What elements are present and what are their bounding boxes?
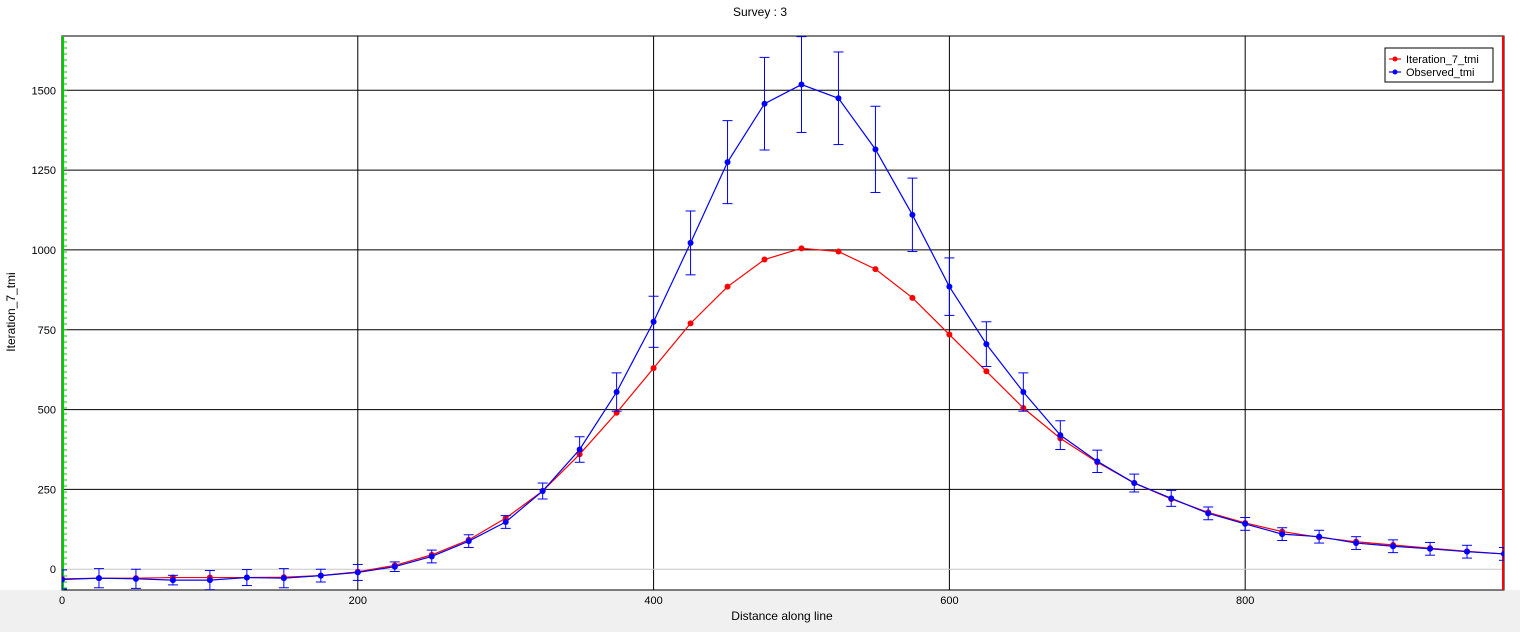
x-tick-label: 200 — [349, 595, 367, 607]
series-layer — [62, 36, 1504, 590]
data-point — [1131, 480, 1138, 487]
data-point — [650, 365, 657, 372]
data-point — [724, 159, 731, 166]
data-point — [1279, 531, 1286, 538]
data-point — [835, 248, 842, 255]
data-point — [465, 538, 472, 545]
x-axis-band — [0, 590, 1520, 632]
data-point — [317, 572, 324, 579]
legend-swatch-marker — [1392, 56, 1398, 62]
x-tick-label: 0 — [59, 595, 65, 607]
legend-swatch-marker — [1392, 69, 1398, 75]
x-tick-label: 800 — [1236, 595, 1254, 607]
series-line — [62, 83, 1504, 581]
data-point — [798, 245, 805, 252]
data-point — [206, 577, 213, 584]
data-point — [946, 283, 953, 290]
y-tick-label: 750 — [38, 325, 56, 337]
y-axis-label: Iteration_7_tmi — [4, 272, 18, 351]
tick-labels: 0 200 400 600 800 0 250 500 750 1000 1250 1500 — [32, 85, 1255, 607]
data-point — [946, 331, 953, 338]
data-point — [1242, 520, 1249, 527]
data-point — [280, 575, 287, 582]
data-point — [872, 146, 879, 153]
data-point — [1057, 432, 1064, 439]
chart-title: Survey : 3 — [733, 5, 787, 19]
data-point — [835, 95, 842, 102]
data-point — [502, 518, 509, 525]
y-tick-label: 1000 — [32, 245, 56, 257]
data-point — [1205, 510, 1212, 517]
data-point — [243, 574, 250, 581]
y-tick-label: 500 — [38, 405, 56, 417]
data-point — [909, 294, 916, 301]
data-point — [650, 318, 657, 325]
data-point — [539, 488, 546, 495]
x-tick-label: 600 — [940, 595, 958, 607]
data-point — [1020, 389, 1027, 396]
data-point — [761, 256, 768, 263]
data-point — [798, 81, 805, 88]
data-point — [1464, 548, 1471, 555]
data-point — [1168, 495, 1175, 502]
data-point — [62, 576, 65, 583]
data-point — [1353, 540, 1360, 547]
y-tick-label: 1250 — [32, 165, 56, 177]
legend-entry-label: Iteration_7_tmi — [1406, 54, 1479, 66]
data-point — [1427, 545, 1434, 552]
data-point — [872, 266, 879, 273]
y-tick-label: 250 — [38, 484, 56, 496]
data-point — [428, 553, 435, 560]
data-point — [687, 239, 694, 246]
grid — [61, 35, 1505, 591]
data-point — [391, 563, 398, 570]
y-tick-label: 1500 — [32, 85, 56, 97]
data-point — [354, 569, 361, 576]
data-point — [761, 100, 768, 107]
data-point — [1316, 533, 1323, 540]
series-observed-tmi — [62, 36, 1504, 590]
plot-area — [62, 36, 1504, 590]
data-point — [983, 341, 990, 348]
legend-entry-label: Observed_tmi — [1406, 67, 1474, 79]
data-point — [1501, 550, 1504, 557]
data-point — [95, 575, 102, 582]
data-point — [1094, 458, 1101, 465]
data-point — [724, 283, 731, 290]
x-axis-label: Distance along line — [731, 609, 833, 623]
data-point — [687, 320, 694, 327]
data-point — [132, 575, 139, 582]
legend-box — [1384, 47, 1494, 83]
x-tick-label: 400 — [644, 595, 662, 607]
data-point — [613, 389, 620, 396]
data-point — [1390, 543, 1397, 550]
data-point — [169, 577, 176, 584]
data-point — [576, 446, 583, 453]
data-point — [909, 211, 916, 218]
data-point — [983, 368, 990, 375]
y-tick-label: 0 — [50, 564, 56, 576]
